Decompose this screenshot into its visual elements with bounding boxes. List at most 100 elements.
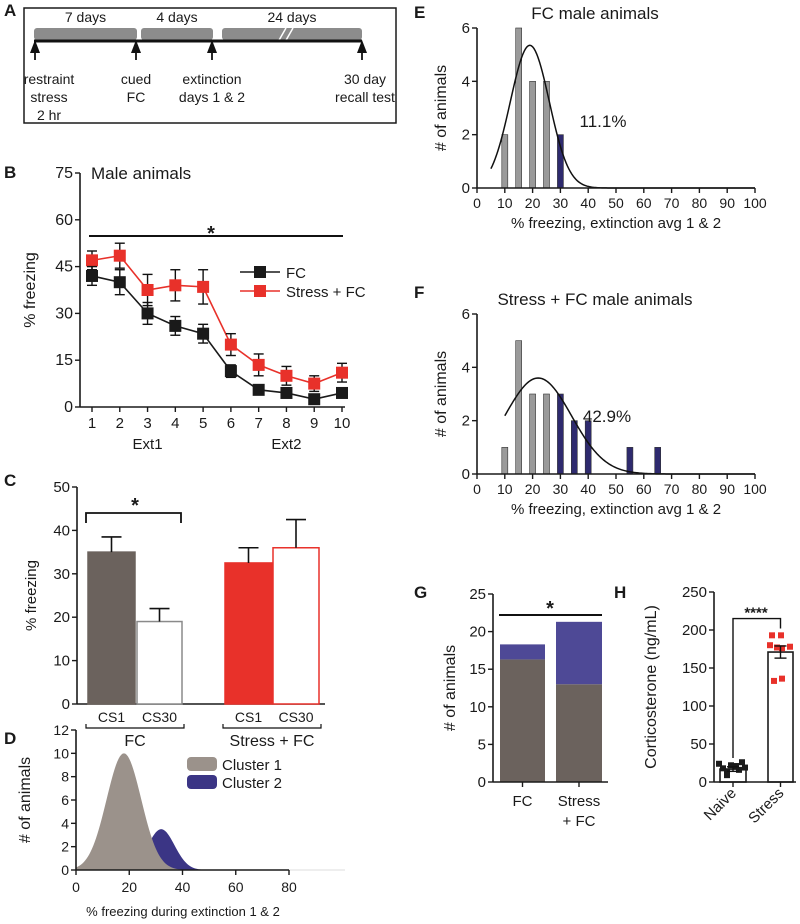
data-point [113,249,126,262]
bar-cs30 [136,620,183,705]
x-tick-label: 70 [664,481,680,497]
legend-label: Cluster 2 [222,775,282,792]
significance-asterisk: * [131,495,139,517]
event-label: recall test [335,89,395,105]
y-tick-label: 6 [61,792,69,808]
y-tick-label: 4 [462,359,470,376]
panel-letter-h: H [614,583,626,602]
event-label: cued [121,71,151,87]
x-tick-label: 40 [175,879,191,895]
x-tick-label: 5 [199,415,207,432]
cluster-percent-annotation: 11.1% [580,112,627,131]
scatter-point [787,643,793,650]
x-tick-label: 20 [121,879,137,895]
data-point [169,319,182,332]
y-tick-label: 40 [53,522,70,539]
y-tick-label: 45 [55,259,73,276]
data-point [141,307,154,320]
data-point [308,393,321,406]
bar-label: CS30 [278,709,313,725]
x-tick-label: 10 [497,195,513,211]
event-label: 30 day [344,71,386,87]
event-arrow-head [357,40,367,53]
x-tick-label: 9 [310,415,318,432]
x-tick-label: 40 [580,195,596,211]
data-point [86,254,98,267]
panel-a-timeline: A 7 days 4 days 24 days restraint stress 2 hr… [4,1,397,124]
scatter-point [779,675,785,682]
scatter-point [720,765,726,772]
y-axis-title: # of animals [433,351,450,437]
x-tick-label: 70 [664,195,680,211]
x-tick-label: 80 [692,195,708,211]
histogram-bar [501,447,509,475]
y-axis-title: % freezing [23,560,40,631]
panel-letter-g: G [414,583,427,602]
event-arrow-head [207,40,217,53]
y-tick-label: 0 [462,466,470,483]
bar-stress [767,651,794,783]
stacked-bar-cluster-2 [556,621,602,685]
panel-c-bar-chart: C 0 10 20 30 40 50 % freezing CS1 CS30 FC CS1 CS30 S… [4,471,325,750]
data-point [308,377,321,390]
panel-d-area-chart: D 0 2 4 6 8 10 12 # of animals 0 20 40 60 80% freezi… [4,722,345,919]
histogram-bar [529,81,536,189]
panel-h-bar-scatter-chart: H Naive Stress050100150200250Corticostero… [614,583,796,827]
x-tick-label: 100 [743,481,767,497]
group-bracket [222,724,322,729]
significance-bracket [732,617,782,758]
x-tick-label: 0 [72,879,80,895]
x-tick-label: 80 [281,879,297,895]
y-axis-title: # of animals [17,757,34,843]
y-tick-label: 4 [462,73,470,90]
scatter-point [774,644,780,651]
bar-cs30 [272,547,320,705]
significance-asterisks: **** [744,605,768,622]
x-tick-label: 50 [608,481,624,497]
scatter-point [728,762,734,769]
panel-e-histogram: E FC male animals 0 2 4 6 # of animals 0 10 20 30… [414,3,767,232]
bar-cs1 [224,562,273,705]
timeline-segment [222,28,362,40]
cluster-percent-annotation: 42.9% [583,407,631,426]
y-tick-label: 15 [55,352,73,369]
panel-g-stacked-bar-chart: G FC Stress + FC 0 5 10 15 20 25 # of animals * [414,583,608,830]
panel-letter-a: A [4,1,16,20]
x-category-label: + FC [563,813,596,830]
legend-marker [254,266,266,278]
x-tick-label: 90 [719,195,735,211]
event-arrow-head [30,40,40,53]
bar-label: CS30 [142,709,177,725]
x-tick-label: 0 [473,481,481,497]
group-label: Stress + FC [230,733,315,750]
y-tick-label: 100 [682,698,707,715]
scatter-point [771,677,777,684]
group-bracket [85,724,185,729]
x-tick-label: 8 [282,415,290,432]
y-tick-label: 0 [62,696,70,713]
x-tick-label: 4 [171,415,179,432]
y-tick-label: 0 [478,774,486,791]
timeline-duration-label: 4 days [156,9,197,25]
y-tick-label: 250 [682,584,707,601]
panel-letter-b: B [4,163,16,182]
chart-title: FC male animals [531,4,659,23]
bar-label: CS1 [235,709,262,725]
scatter-point [769,632,775,639]
histogram-bar [529,393,536,475]
y-tick-label: 0 [61,862,69,878]
x-tick-label: 20 [525,195,541,211]
legend-swatch [187,775,217,789]
event-label: FC [127,89,146,105]
scatter-point [733,763,739,770]
x-tick-label: 40 [580,481,596,497]
x-tick-label: 30 [553,481,569,497]
y-tick-label: 0 [462,180,470,197]
x-tick-label: 7 [254,415,262,432]
panel-letter-f: F [414,283,424,302]
y-tick-label: 20 [469,624,486,641]
histogram-bar [515,340,522,475]
data-point [86,269,98,282]
x-tick-label: 60 [636,195,652,211]
